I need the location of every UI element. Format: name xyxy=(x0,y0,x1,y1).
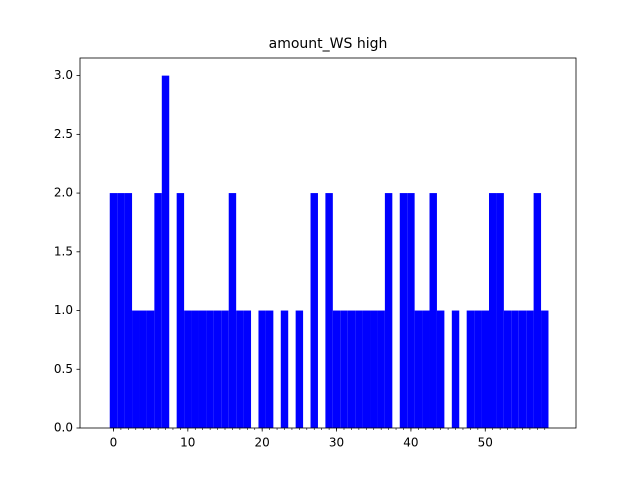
bar xyxy=(407,193,415,428)
bar xyxy=(533,193,542,428)
y-tick-label: 1.5 xyxy=(54,244,73,258)
y-tick-label: 1.0 xyxy=(54,303,73,317)
y-tick-label: 0.0 xyxy=(54,421,73,435)
bar xyxy=(347,310,356,428)
bar xyxy=(109,193,118,428)
bar xyxy=(221,310,229,428)
bar xyxy=(377,310,385,428)
bar xyxy=(481,310,489,428)
bar xyxy=(228,193,237,428)
bar xyxy=(310,193,318,428)
bar xyxy=(161,75,170,428)
bar xyxy=(451,310,460,428)
bar xyxy=(518,310,527,428)
bar xyxy=(541,310,549,428)
bar xyxy=(466,310,475,428)
bar xyxy=(340,310,348,428)
bar xyxy=(206,310,214,428)
bar xyxy=(176,193,185,428)
bar xyxy=(325,193,333,428)
bar xyxy=(429,193,437,428)
bar xyxy=(362,310,371,428)
y-tick-label: 2.5 xyxy=(54,127,73,141)
chart-title: amount_WS high xyxy=(269,36,388,52)
y-tick-label: 2.0 xyxy=(54,186,73,200)
bar xyxy=(191,310,199,428)
bar xyxy=(124,193,133,428)
bar xyxy=(422,310,430,428)
bar xyxy=(295,310,304,428)
bar xyxy=(243,310,252,428)
bar xyxy=(384,193,393,428)
bar xyxy=(496,193,504,428)
x-tick-label: 10 xyxy=(180,436,195,450)
x-tick-label: 30 xyxy=(329,436,344,450)
bar xyxy=(117,193,125,428)
bar xyxy=(258,310,266,428)
plot-frame xyxy=(79,57,577,429)
bar xyxy=(488,193,497,428)
bar xyxy=(154,193,162,428)
bar xyxy=(265,310,274,428)
bar xyxy=(414,310,423,428)
x-tick-label: 50 xyxy=(478,436,493,450)
bar xyxy=(198,310,207,428)
bar xyxy=(280,310,289,428)
bar xyxy=(436,310,445,428)
bar xyxy=(332,310,341,428)
bar xyxy=(511,310,519,428)
bar xyxy=(146,310,155,428)
bar xyxy=(132,310,140,428)
bar xyxy=(184,310,192,428)
bar xyxy=(399,193,408,428)
y-tick-label: 0.5 xyxy=(54,362,73,376)
bar xyxy=(474,310,482,428)
bar xyxy=(355,310,363,428)
x-tick-label: 0 xyxy=(110,436,118,450)
bar xyxy=(236,310,244,428)
y-tick-label: 3.0 xyxy=(54,68,73,82)
bar xyxy=(213,310,222,428)
bar xyxy=(526,310,534,428)
x-tick-label: 20 xyxy=(255,436,270,450)
bar xyxy=(139,310,147,428)
bar xyxy=(370,310,378,428)
bar xyxy=(503,310,512,428)
x-tick-label: 40 xyxy=(403,436,418,450)
